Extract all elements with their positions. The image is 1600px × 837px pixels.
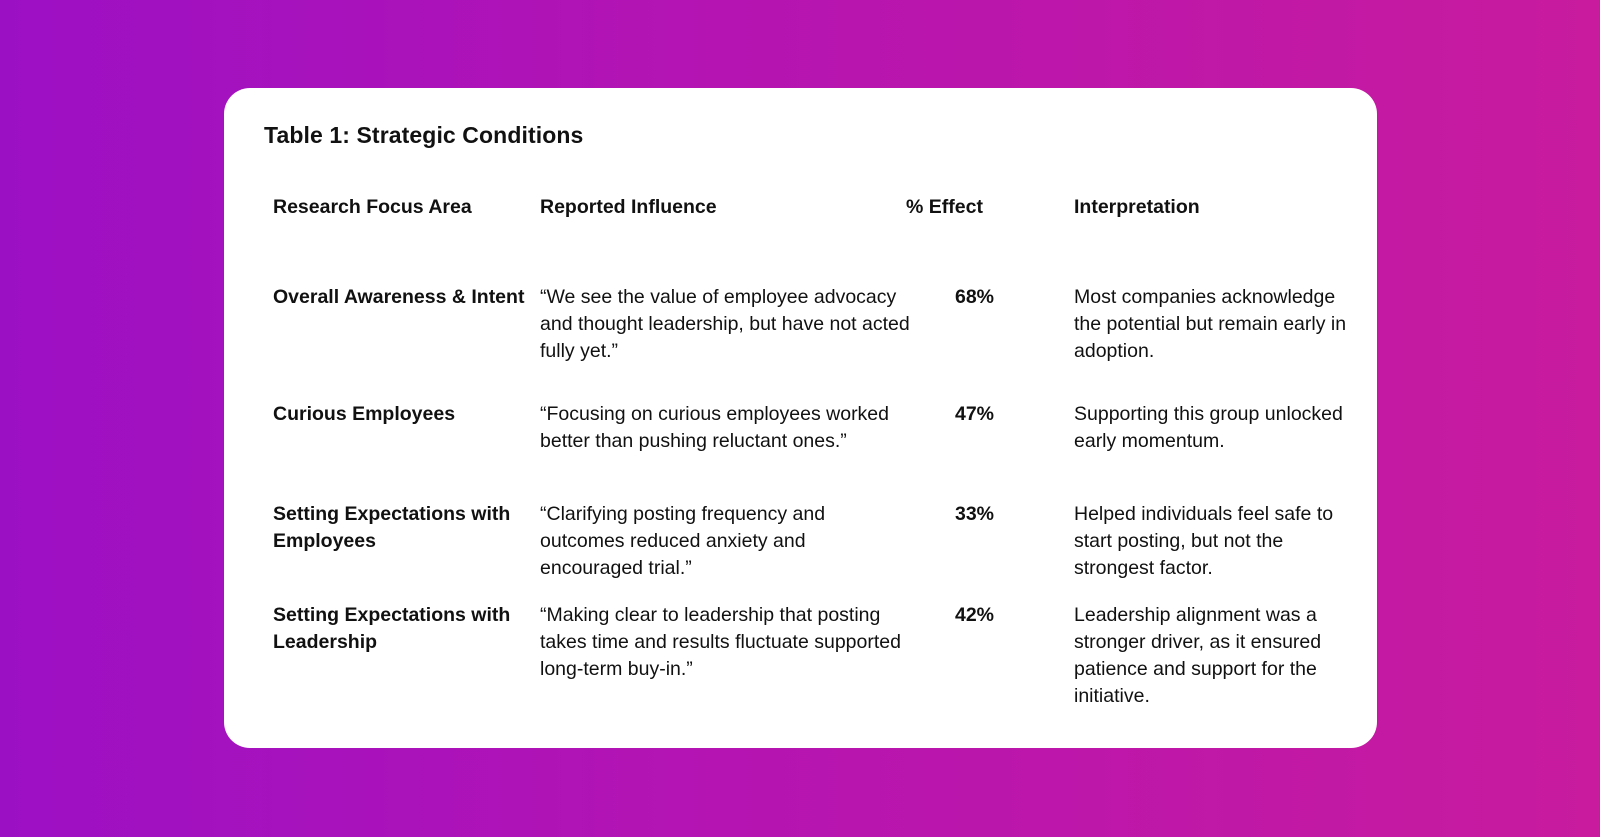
row-percent-effect: 42% [954, 604, 994, 626]
row-focus-area: Curious Employees [273, 403, 456, 425]
row-focus-area: Overall Awareness & Intent [273, 286, 525, 308]
header-percent-effect: % Effect [906, 196, 983, 218]
row-percent-effect: 47% [954, 403, 994, 425]
row-reported-influence: “Making clear to leadership that posting… [540, 604, 901, 680]
row-reported-influence: “Clarifying posting frequency and outcom… [540, 503, 826, 579]
row-reported-influence: “We see the value of employee advocacy a… [540, 286, 910, 362]
header-interpretation: Interpretation [1074, 196, 1200, 218]
row-focus-area: Setting Expectations with Leadership [273, 604, 511, 653]
header-reported-influence: Reported Influence [540, 196, 717, 218]
row-interpretation: Most companies acknowledge the potential… [1074, 286, 1347, 362]
header-research-focus-area: Research Focus Area [273, 196, 472, 218]
row-interpretation: Helped individuals feel safe to start po… [1074, 503, 1334, 579]
row-interpretation: Leadership alignment was a stronger driv… [1074, 604, 1322, 707]
row-interpretation: Supporting this group unlocked early mom… [1074, 403, 1343, 452]
row-reported-influence: “Focusing on curious employees worked be… [540, 403, 890, 452]
row-percent-effect: 33% [954, 503, 994, 525]
row-percent-effect: 68% [954, 286, 994, 308]
table-title: Table 1: Strategic Conditions [264, 122, 584, 148]
table-card: Table 1: Strategic Conditions Research F… [224, 88, 1377, 748]
row-focus-area: Setting Expectations with Employees [273, 503, 511, 552]
